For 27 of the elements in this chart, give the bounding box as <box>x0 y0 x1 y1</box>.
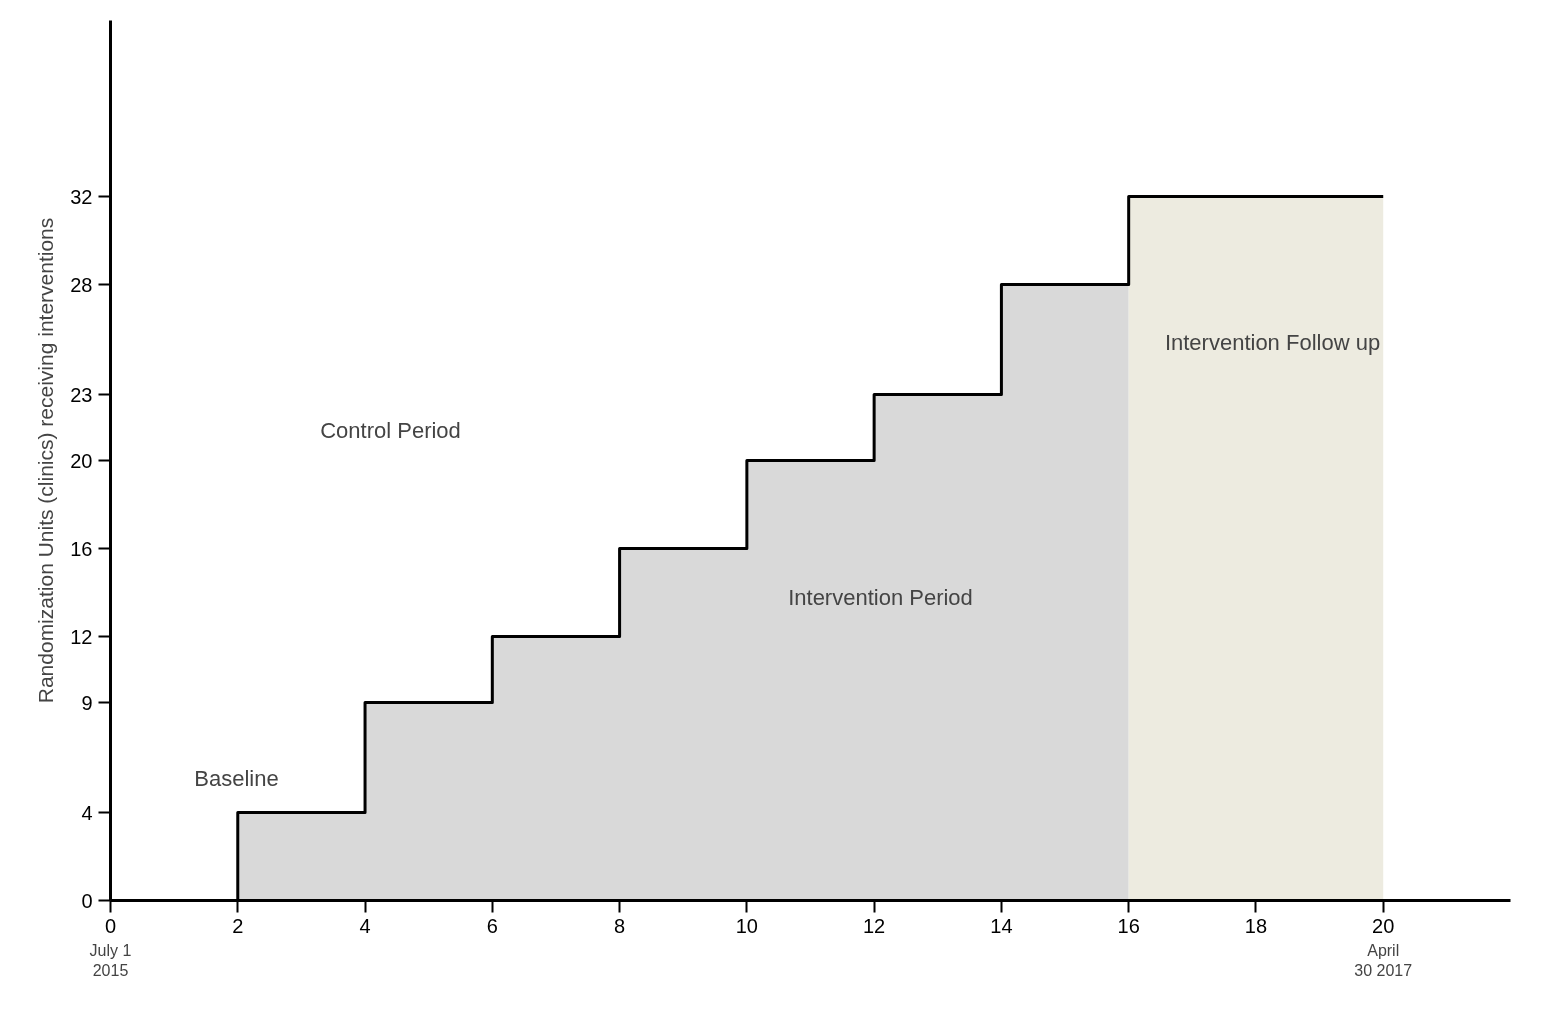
x-tick-label: 6 <box>486 914 498 937</box>
annotation: Intervention Follow up <box>1164 329 1381 355</box>
x-tick-label: 18 <box>1244 914 1268 937</box>
y-tick-label: 0 <box>81 889 93 912</box>
annotation: Control Period <box>320 417 461 443</box>
x-tick-label: 16 <box>1117 914 1140 937</box>
x-tick-label: 14 <box>990 914 1013 937</box>
x-tick-label: 8 <box>614 914 626 937</box>
y-tick-label: 9 <box>81 691 93 714</box>
x-tick-label: 4 <box>359 914 371 937</box>
x-tick-label: 20 <box>1372 914 1395 937</box>
text: July 1 2015 <box>89 941 132 979</box>
text: April 30 2017 <box>1354 941 1413 979</box>
y-tick-label: 16 <box>70 537 93 560</box>
x-tick-label: 10 <box>735 914 758 937</box>
y-tick-label: 4 <box>81 801 93 824</box>
annotation: Baseline <box>194 765 279 791</box>
x-tick-label: 2 <box>232 914 244 937</box>
x-tick-label: 12 <box>863 914 886 937</box>
y-tick-label: 28 <box>70 273 93 296</box>
x-tick-label: 0 <box>104 914 117 937</box>
y-tick-label: 32 <box>70 185 93 208</box>
y-axis-title: Randomization Units (clinics) receiving interventions <box>34 217 58 704</box>
y-tick-label: 23 <box>70 383 93 406</box>
y-tick-label: 20 <box>70 449 93 472</box>
annotation: Intervention Period <box>788 585 973 611</box>
y-tick-label: 12 <box>70 625 93 648</box>
